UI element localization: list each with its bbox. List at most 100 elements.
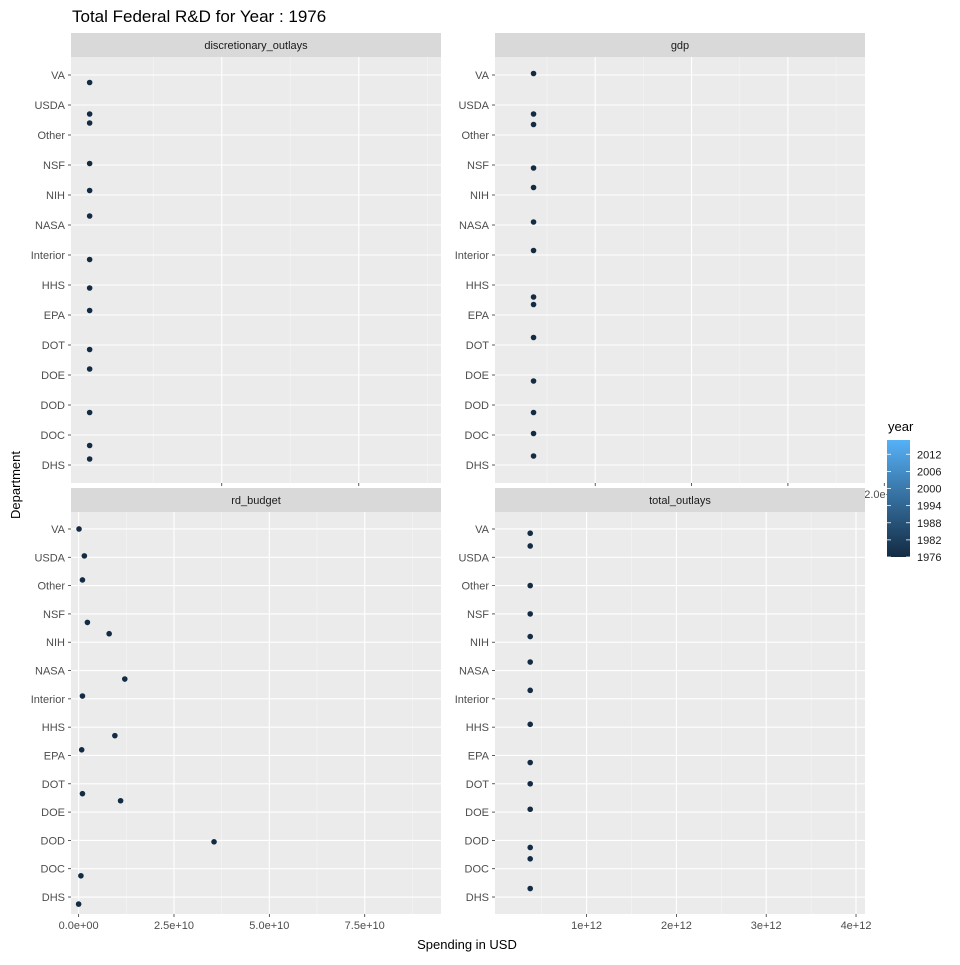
data-point: [211, 839, 217, 845]
data-point: [530, 219, 537, 225]
y-tick-label: NIH: [46, 637, 65, 649]
panel-background: [71, 57, 441, 483]
y-tick-label: Interior: [455, 250, 490, 262]
y-tick-label: DOT: [466, 340, 490, 352]
x-tick-label: 2e+12: [661, 920, 692, 932]
y-tick-label: DOC: [41, 864, 66, 876]
y-tick-label: Other: [37, 130, 65, 142]
data-point: [78, 747, 85, 753]
data-point: [78, 872, 84, 879]
chart-title: Total Federal R&D for Year : 1976: [72, 7, 326, 26]
data-point: [86, 442, 93, 449]
data-point: [84, 619, 91, 626]
data-point: [112, 732, 118, 739]
data-point: [530, 378, 537, 384]
y-tick-label: VA: [51, 524, 66, 536]
y-tick-label: NASA: [459, 220, 490, 232]
y-tick-label: NASA: [459, 666, 490, 678]
legend-tick-label: 1994: [917, 501, 941, 513]
y-tick-label: Other: [461, 130, 489, 142]
x-tick-label: 5.0e+10: [249, 920, 289, 932]
y-tick-label: DOE: [465, 807, 489, 819]
data-point: [527, 582, 534, 589]
data-point: [527, 885, 534, 892]
y-tick-label: VA: [51, 70, 66, 82]
data-point: [527, 659, 534, 665]
data-point: [86, 213, 93, 219]
y-tick-label: HHS: [42, 280, 65, 292]
data-point: [530, 294, 537, 300]
panel-strip: [71, 33, 441, 57]
x-tick-label: 2.5e+10: [154, 920, 194, 932]
y-tick-label: Other: [37, 581, 65, 593]
data-point: [530, 409, 537, 416]
data-point: [86, 346, 93, 353]
data-point: [530, 247, 537, 254]
data-point: [86, 79, 93, 86]
data-point: [527, 611, 534, 617]
panel-total_outlays: total_outlays 1e+12 2e+12 3e+12 4e+12 DHS DOC D…: [455, 488, 872, 932]
y-tick-label: DOD: [41, 835, 66, 847]
y-tick-label: NASA: [35, 666, 66, 678]
x-tick-label: 3e+12: [751, 920, 782, 932]
legend-tick-label: 2012: [917, 449, 941, 461]
panel-background: [495, 57, 865, 483]
panel-strip-label: gdp: [671, 40, 689, 52]
data-point: [86, 366, 93, 372]
y-tick-label: USDA: [34, 552, 65, 564]
panel-strip: [495, 33, 865, 57]
y-tick-label: DOD: [465, 835, 490, 847]
data-point: [76, 526, 82, 532]
data-point: [530, 70, 537, 77]
panel-gdp: gdp5.0e+121.0e+131.5e+132.0e+13DHSDOCDOD…: [455, 33, 904, 501]
y-tick-label: DOD: [41, 400, 66, 412]
data-point: [86, 256, 93, 263]
data-point: [530, 334, 537, 341]
y-tick-label: EPA: [44, 750, 66, 762]
data-point: [79, 577, 86, 583]
legend: year 2012 2006 2000 1994 1988 1982 1976: [887, 419, 941, 564]
data-point: [86, 160, 93, 167]
x-tick-label: 0.0e+00: [59, 920, 99, 932]
y-tick-label: EPA: [468, 750, 490, 762]
panel-strip-label: total_outlays: [649, 495, 711, 507]
data-point: [530, 301, 537, 308]
x-tick-label: 1e+12: [571, 920, 602, 932]
y-tick-label: DHS: [466, 892, 489, 904]
y-tick-label: DOC: [41, 430, 66, 442]
data-point: [530, 121, 537, 128]
data-point: [530, 111, 537, 117]
data-point: [86, 120, 93, 126]
legend-tick-label: 1988: [917, 518, 941, 530]
y-tick-label: NIH: [470, 637, 489, 649]
data-point: [530, 453, 537, 459]
data-point: [86, 187, 93, 194]
y-tick-label: Interior: [455, 694, 490, 706]
data-point: [527, 687, 534, 694]
data-point: [121, 676, 128, 682]
x-tick-label: 7.5e+10: [345, 920, 385, 932]
y-tick-label: DOT: [42, 340, 66, 352]
x-tick-label: 4e+12: [841, 920, 872, 932]
y-tick-label: Other: [461, 581, 489, 593]
x-axis-label: Spending in USD: [417, 937, 517, 952]
data-point: [86, 285, 93, 291]
data-point: [527, 721, 534, 728]
y-tick-label: NSF: [467, 160, 489, 172]
y-tick-label: USDA: [458, 100, 489, 112]
y-tick-label: NIH: [46, 190, 65, 202]
y-tick-label: DOD: [465, 400, 490, 412]
panel-strip-label: discretionary_outlays: [204, 40, 308, 52]
data-point: [86, 307, 93, 314]
y-tick-label: EPA: [44, 310, 66, 322]
legend-tick-label: 2000: [917, 484, 941, 496]
y-tick-label: EPA: [468, 310, 490, 322]
panel-discretionary_outlays: discretionary_outlays5e+111e+12DHSDOCDOD…: [31, 33, 441, 501]
data-point: [527, 530, 534, 537]
panel-strip-label: rd_budget: [231, 495, 281, 507]
panel-strip: [495, 488, 865, 512]
legend-title: year: [888, 419, 914, 434]
data-point: [530, 184, 537, 191]
y-tick-label: DOE: [41, 370, 65, 382]
